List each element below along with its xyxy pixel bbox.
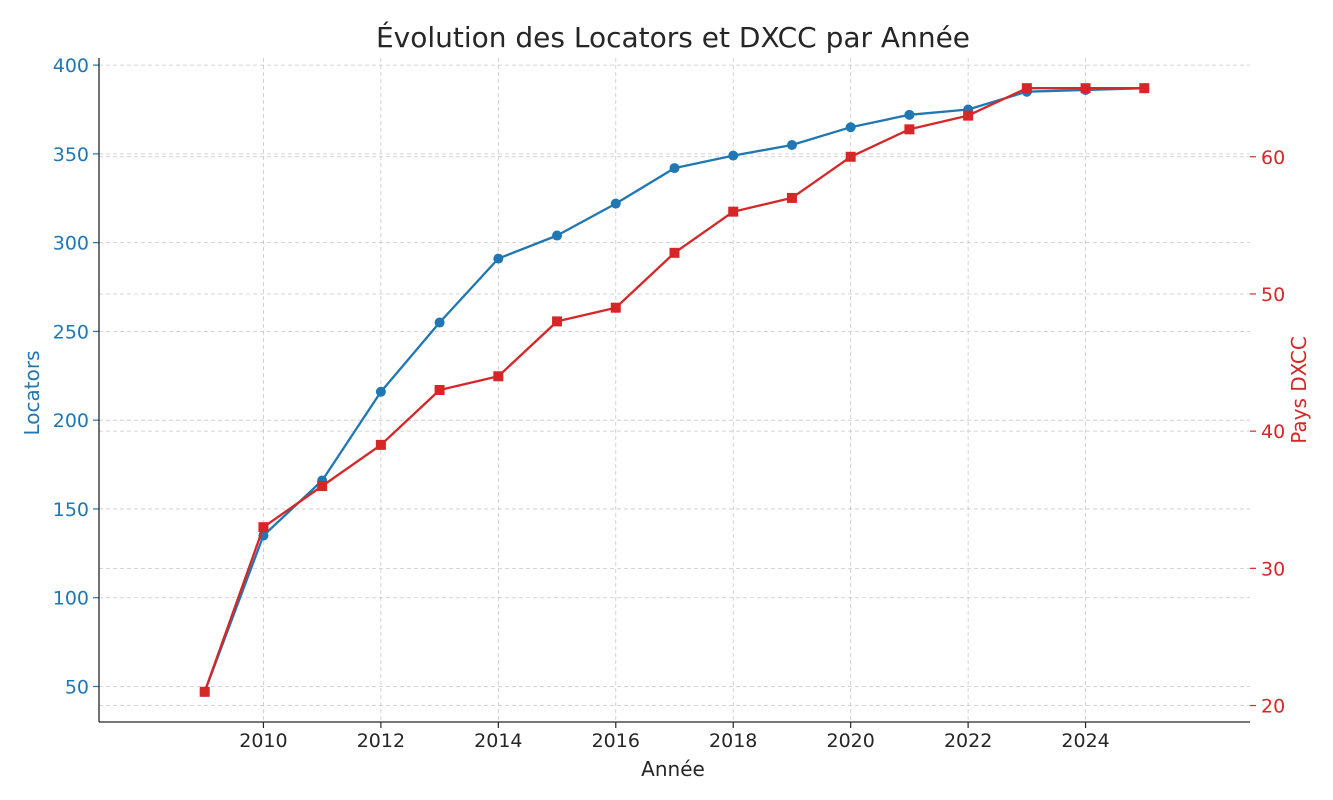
data-point-left bbox=[728, 150, 739, 161]
y-left-tick-label: 400 bbox=[53, 55, 89, 77]
y-left-tick-label: 350 bbox=[53, 144, 89, 166]
data-point-left bbox=[904, 109, 915, 120]
x-tick-label: 2016 bbox=[592, 730, 640, 752]
y-left-tick-label: 50 bbox=[65, 676, 89, 698]
data-point-right bbox=[845, 151, 856, 162]
data-point-left bbox=[434, 317, 445, 328]
y-right-tick-label: 30 bbox=[1261, 558, 1285, 580]
data-point-right bbox=[1080, 83, 1091, 94]
data-point-left bbox=[610, 198, 621, 209]
data-point-left bbox=[552, 230, 563, 241]
series-line-left bbox=[203, 87, 1145, 693]
series-line-right bbox=[203, 87, 1145, 693]
data-point-right bbox=[963, 110, 974, 121]
x-tick-label: 2020 bbox=[826, 730, 874, 752]
data-point-right bbox=[728, 206, 739, 217]
data-point-right bbox=[786, 192, 797, 203]
x-tick-label: 2022 bbox=[944, 730, 992, 752]
data-point-right bbox=[199, 686, 210, 697]
data-point-left bbox=[786, 139, 797, 150]
data-point-left bbox=[493, 253, 504, 264]
y-left-tick-label: 200 bbox=[53, 410, 89, 432]
data-point-right bbox=[552, 316, 563, 327]
y-axis-left-label: Locators bbox=[20, 351, 44, 436]
data-point-left bbox=[845, 122, 856, 133]
x-tick-label: 2012 bbox=[357, 730, 405, 752]
x-tick-label: 2018 bbox=[709, 730, 757, 752]
data-point-right bbox=[904, 124, 915, 135]
y-right-tick-label: 40 bbox=[1261, 421, 1285, 443]
data-point-right bbox=[669, 247, 680, 258]
data-point-right bbox=[258, 522, 269, 533]
data-point-right bbox=[493, 371, 504, 382]
data-point-right bbox=[317, 481, 328, 492]
data-point-left bbox=[375, 386, 386, 397]
data-point-left bbox=[669, 163, 680, 174]
chart-title: Évolution des Locators et DXCC par Année bbox=[376, 20, 970, 54]
axes: 2010 2012 2014 2016 2018 2020 2022 2024 50 100 150… bbox=[53, 55, 1285, 752]
y-left-tick-label: 300 bbox=[53, 233, 89, 255]
y-right-tick-label: 60 bbox=[1261, 147, 1285, 169]
data-point-right bbox=[1021, 83, 1032, 94]
x-tick-label: 2024 bbox=[1061, 730, 1109, 752]
data-point-right bbox=[434, 385, 445, 395]
x-axis-label: Année bbox=[641, 757, 705, 781]
grid bbox=[99, 58, 1250, 722]
x-tick-label: 2010 bbox=[239, 730, 287, 752]
series-layer bbox=[199, 83, 1150, 697]
data-point-right bbox=[610, 302, 621, 313]
y-right-tick-label: 50 bbox=[1261, 284, 1285, 306]
x-tick-label: 2014 bbox=[474, 730, 522, 752]
data-point-right bbox=[375, 439, 386, 450]
y-right-tick-label: 20 bbox=[1261, 696, 1285, 718]
y-left-tick-label: 150 bbox=[53, 499, 89, 521]
y-axis-right-label: Pays DXCC bbox=[1287, 336, 1311, 444]
data-point-right bbox=[1139, 83, 1150, 94]
y-left-tick-label: 100 bbox=[53, 588, 89, 610]
y-left-tick-label: 250 bbox=[53, 321, 89, 343]
